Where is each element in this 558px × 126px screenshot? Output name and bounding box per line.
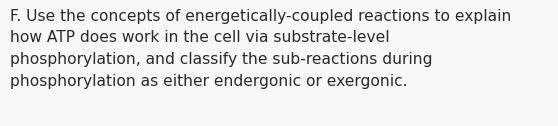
Text: F. Use the concepts of energetically-coupled reactions to explain
how ATP does w: F. Use the concepts of energetically-cou… [10, 9, 512, 89]
